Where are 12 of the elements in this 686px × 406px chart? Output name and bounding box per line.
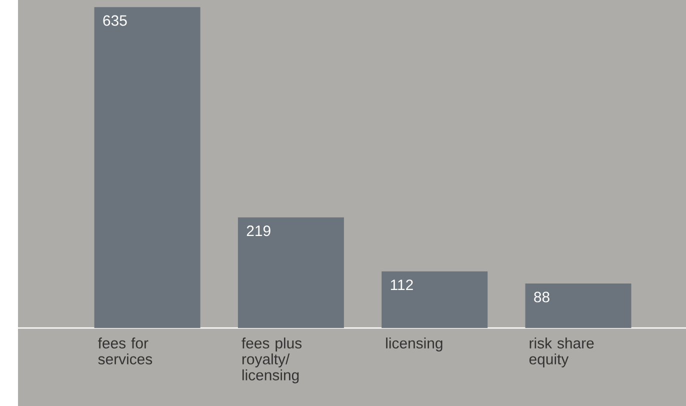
x-tick-label: licensing [386,338,442,352]
x-tick-label: fees plus royalty/ licensing [242,338,302,384]
x-tick-label: fees for services [98,338,152,364]
bar [382,271,488,328]
bar [94,7,200,328]
data-label: 219 [246,226,270,236]
data-label: 88 [534,292,550,302]
data-label: 112 [390,280,413,290]
x-tick-label: risk share equity [529,338,594,368]
bar [238,217,344,328]
data-label: 635 [103,15,127,26]
bar [525,284,632,328]
